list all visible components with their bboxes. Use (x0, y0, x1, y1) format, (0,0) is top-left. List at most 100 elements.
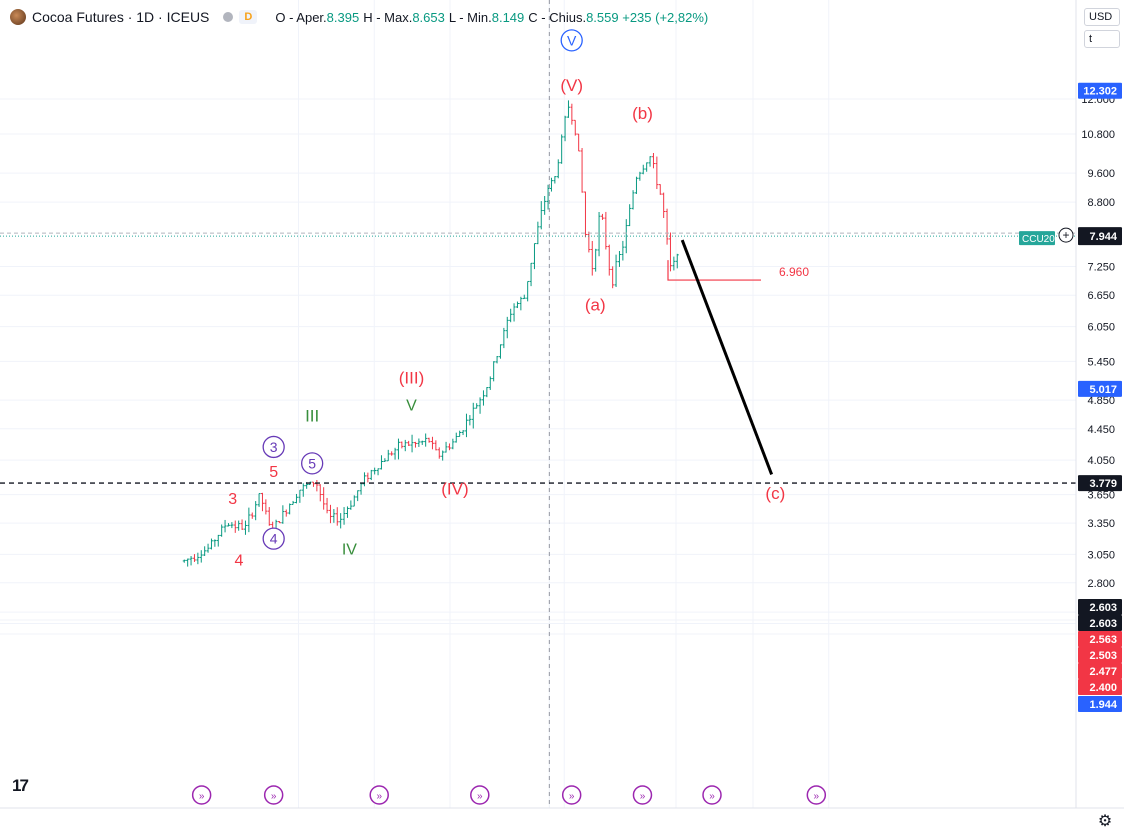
unit-select[interactable]: t (1084, 30, 1120, 48)
price-label: 2.603 (1089, 602, 1117, 614)
price-axis[interactable]: 12.00010.8009.6008.8007.2506.6506.0505.4… (1019, 0, 1122, 810)
tradingview-logo[interactable]: 17 (12, 776, 29, 795)
current-price-label: 7.944 (1089, 231, 1117, 243)
cocoa-logo-icon (10, 9, 26, 25)
projection-line (680, 239, 774, 475)
wave-label: IV (342, 541, 357, 558)
ohlc-value: 8.559 +235 (+2,82%) (586, 9, 709, 25)
event-marker-icon (806, 785, 827, 805)
low-marker-line (667, 260, 761, 281)
wave-label: (b) (632, 104, 653, 123)
wave-label: (V) (560, 76, 583, 95)
event-marker-glyph: » (814, 791, 820, 802)
price-label-box (1078, 663, 1122, 680)
wave-label: V (567, 32, 577, 48)
price-label: 2.400 (1089, 682, 1117, 694)
currency-select[interactable]: USD (1084, 8, 1120, 26)
data-badge[interactable]: D (239, 10, 258, 24)
wave-label: (c) (765, 484, 785, 503)
ticker-box (1019, 231, 1055, 246)
wave-label: 3 (228, 491, 237, 508)
y-tick-label: 4.450 (1087, 424, 1115, 436)
wave-label: 5 (269, 464, 278, 481)
y-tick-label: 4.050 (1087, 455, 1115, 467)
plus-icon-glyph: + (1062, 228, 1069, 242)
y-tick-label: 6.650 (1087, 290, 1115, 302)
price-label-box (1078, 380, 1122, 397)
wave-label: 5 (308, 455, 316, 471)
price-label-box (1078, 82, 1122, 99)
wave-label: (IV) (441, 480, 468, 499)
y-tick-label: 3.650 (1087, 490, 1115, 502)
ticker-label: CCU20 (1022, 234, 1055, 245)
ohlc-value: 8.149 (491, 9, 525, 25)
y-tick-label: 5.450 (1087, 356, 1115, 368)
y-tick-label: 7.250 (1087, 262, 1115, 274)
y-tick-label: 6.050 (1087, 322, 1115, 334)
ohlc-key: L - Min. (448, 9, 492, 25)
wave-label: 4 (234, 552, 243, 569)
y-tick-label: 3.050 (1087, 549, 1115, 561)
event-marker-glyph: » (477, 791, 483, 802)
wave-circle (301, 452, 324, 475)
price-label: 1.944 (1089, 699, 1117, 711)
event-marker-icon (263, 785, 284, 805)
time-axis[interactable]: lun 26-09-2022SetNov2024gio 21-03-20242-… (0, 807, 1124, 810)
grid (0, 0, 1076, 810)
y-tick-label: 2.800 (1087, 578, 1115, 590)
ohlc-key: H - Max. (363, 9, 413, 25)
price-label-box (1078, 696, 1122, 713)
wave-label: III (305, 406, 319, 425)
wave-label: (III) (399, 368, 425, 387)
event-marker-glyph: » (640, 791, 646, 802)
event-marker-glyph: » (199, 791, 205, 802)
y-tick-label: 9.600 (1087, 168, 1115, 180)
symbol-title[interactable]: Cocoa Futures · 1D · ICEUS (32, 9, 210, 25)
event-marker-icon (702, 785, 722, 805)
price-label: 2.603 (1089, 618, 1117, 630)
wave-label: 4 (270, 531, 278, 547)
price-label: 3.779 (1089, 478, 1117, 490)
current-price-box (1078, 227, 1122, 246)
price-label-box (1078, 475, 1122, 492)
ohlc-key: O - Aper. (275, 9, 327, 25)
event-marker-icon (561, 785, 582, 805)
plus-icon (1058, 227, 1074, 243)
price-label: 2.477 (1089, 666, 1117, 678)
event-marker-glyph: » (569, 791, 575, 802)
price-label-box (1078, 599, 1122, 616)
market-status-icon[interactable] (223, 12, 234, 22)
ohlc-key: C - Chius. (528, 9, 587, 25)
event-marker-icon (369, 785, 389, 805)
price-label-box (1078, 615, 1122, 632)
y-tick-label: 8.800 (1087, 197, 1115, 209)
symbol-header: Cocoa Futures · 1D · ICEUS D O - Aper.8.… (0, 0, 708, 34)
y-tick-label: 10.800 (1081, 129, 1115, 141)
axis-controls: USD t (1084, 8, 1120, 52)
ohlc-value: 8.653 (412, 9, 445, 25)
price-label-box (1078, 647, 1122, 664)
gear-icon[interactable]: ⚙ (1097, 813, 1113, 830)
price-label: 5.017 (1089, 384, 1117, 396)
wave-circle (262, 435, 285, 459)
event-marker-glyph: » (376, 791, 382, 802)
ohlc-value: 8.395 (326, 9, 360, 25)
price-label: 12.302 (1083, 86, 1117, 98)
event-marker-icon (191, 785, 212, 805)
overlays: 6.960 » » » » » » » » (0, 0, 1076, 808)
price-label-box (1078, 631, 1122, 648)
wave-annotations: 3 4 5 3 4 III 5 IV (III) V (IV) V (V) (b) (a) (c) (228, 29, 785, 569)
ohlc-readout: O - Aper.8.395 H - Max.8.653 L - Min.8.149… (271, 10, 708, 25)
wave-circle (262, 527, 285, 550)
wave-label: V (406, 398, 417, 415)
event-marker-icon (470, 785, 490, 805)
time-axis-bg (0, 808, 1124, 810)
y-tick-label: 4.850 (1087, 395, 1115, 407)
price-chart[interactable]: 6.960 » » » » » » » » 3 4 5 3 4 III 5 IV (III) V (IV) V (V) (… (0, 0, 1124, 810)
price-label: 2.563 (1089, 634, 1117, 646)
wave-circle (560, 29, 583, 52)
price-label: 2.503 (1089, 650, 1117, 662)
price-series (182, 100, 679, 567)
wave-label: 3 (270, 439, 278, 455)
price-label-box (1078, 679, 1122, 696)
